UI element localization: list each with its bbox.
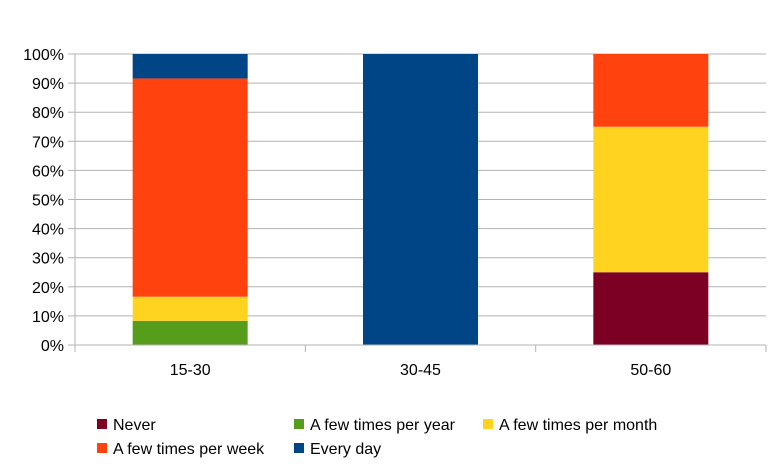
x-tick-label: 15-30 bbox=[170, 362, 211, 379]
y-tick-label: 60% bbox=[32, 163, 64, 180]
y-tick-label: 70% bbox=[32, 134, 64, 151]
y-tick-label: 0% bbox=[41, 338, 64, 355]
x-axis: 15-30 30-45 50-60 bbox=[74, 344, 767, 379]
legend-swatch bbox=[483, 419, 493, 429]
bars bbox=[132, 54, 709, 345]
bar-segment bbox=[363, 54, 478, 345]
bar-segment bbox=[132, 78, 248, 297]
bar-segment bbox=[593, 54, 709, 127]
x-tick-label: 30-45 bbox=[400, 362, 441, 379]
y-tick-label: 100% bbox=[23, 47, 64, 64]
bar-segment bbox=[132, 296, 248, 321]
legend-label: A few times per month bbox=[499, 417, 657, 434]
y-tick-label: 30% bbox=[32, 251, 64, 268]
legend-label: A few times per week bbox=[113, 441, 265, 458]
x-tick-label: 50-60 bbox=[630, 362, 671, 379]
legend-swatch bbox=[97, 419, 107, 429]
legend-swatch bbox=[97, 443, 107, 453]
bar-segment bbox=[593, 126, 709, 273]
y-tick-label: 10% bbox=[32, 309, 64, 326]
bar-segment bbox=[132, 54, 248, 79]
legend-label: A few times per year bbox=[310, 417, 456, 434]
legend-label: Never bbox=[113, 417, 156, 434]
y-tick-label: 90% bbox=[32, 76, 64, 93]
bar-segment bbox=[593, 272, 709, 345]
y-tick-label: 50% bbox=[32, 193, 64, 210]
y-tick-label: 40% bbox=[32, 222, 64, 239]
y-axis: 0% 10% 20% 30% 40% 50% 60% 70% 80% 90% 100% bbox=[23, 47, 76, 355]
legend-label: Every day bbox=[310, 441, 381, 458]
legend: Never A few times per year A few times per… bbox=[97, 417, 657, 458]
legend-swatch bbox=[294, 443, 304, 453]
y-tick-label: 20% bbox=[32, 280, 64, 297]
legend-swatch bbox=[294, 419, 304, 429]
bar-segment bbox=[132, 320, 248, 345]
y-tick-label: 80% bbox=[32, 105, 64, 122]
